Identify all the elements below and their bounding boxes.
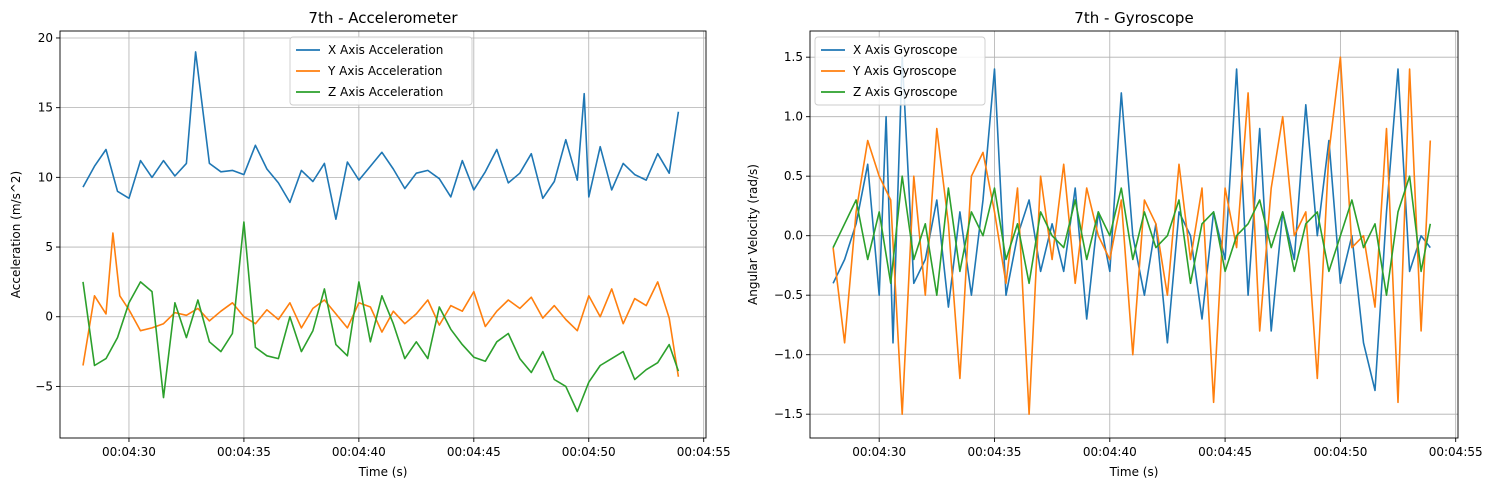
legend-label-3: Z Axis Gyroscope: [853, 85, 957, 99]
legend-label-2: Y Axis Acceleration: [327, 64, 442, 78]
plot-frame: [59, 30, 707, 439]
chart-panel-2: 00:04:30 00:04:35 00:04:40 00:04:45 00:04:50…: [746, 9, 1483, 479]
series-line-1: [82, 51, 680, 220]
x-tick-label: 00:04:55: [677, 445, 731, 459]
y-tick-label: 0.5: [784, 169, 803, 183]
y-tick-label: 0.0: [784, 229, 803, 243]
y-axis-label: Angular Velocity (rad/s): [746, 164, 760, 305]
x-tick-label: 00:04:50: [1313, 445, 1367, 459]
series-line-2: [832, 56, 1432, 416]
y-tick-label: 1.5: [784, 50, 803, 64]
y-tick-label: 5: [45, 240, 53, 254]
x-tick-label: 00:04:45: [1198, 445, 1252, 459]
y-tick-label: 15: [38, 101, 53, 115]
x-tick-label: 00:04:35: [968, 445, 1022, 459]
legend: X Axis Gyroscope Y Axis Gyroscope Z Axis G…: [814, 36, 986, 106]
x-tick-label: 00:04:55: [1429, 445, 1483, 459]
y-tick-label: 1.0: [784, 110, 803, 124]
x-tick-label: 00:04:40: [332, 445, 386, 459]
y-tick-label: −1.5: [774, 407, 803, 421]
legend-label-3: Z Axis Acceleration: [328, 85, 443, 99]
chart-panel-1: 00:04:30 00:04:35 00:04:40 00:04:45 00:04:50…: [9, 9, 731, 479]
y-tick-label: −1.0: [774, 348, 803, 362]
chart-title: 7th - Accelerometer: [308, 9, 458, 27]
x-tick-label: 00:04:30: [852, 445, 906, 459]
series-line-1: [832, 56, 1431, 392]
y-tick-label: −5: [35, 379, 53, 393]
series-line-3: [832, 175, 1432, 297]
x-axis-label: Time (s): [358, 465, 408, 479]
y-tick-label: 20: [38, 31, 53, 45]
x-tick-label: 00:04:35: [217, 445, 271, 459]
legend-box: [289, 36, 473, 106]
x-axis-label: Time (s): [1109, 465, 1159, 479]
series-line-3: [82, 221, 680, 413]
y-tick-label: 0: [45, 310, 53, 324]
y-tick-label: 10: [38, 170, 53, 184]
legend-label-1: X Axis Acceleration: [328, 43, 443, 57]
legend-box: [814, 36, 986, 106]
y-tick-label: −0.5: [774, 288, 803, 302]
chart-title: 7th - Gyroscope: [1074, 9, 1193, 27]
x-tick-label: 00:04:45: [447, 445, 501, 459]
x-tick-label: 00:04:40: [1083, 445, 1137, 459]
x-tick-label: 00:04:30: [102, 445, 156, 459]
x-tick-label: 00:04:50: [562, 445, 616, 459]
plot-frame: [809, 30, 1459, 439]
y-axis-label: Acceleration (m/s^2): [9, 171, 23, 298]
legend-label-1: X Axis Gyroscope: [853, 43, 957, 57]
legend-label-2: Y Axis Gyroscope: [852, 64, 956, 78]
legend: X Axis Acceleration Y Axis Acceleration Z …: [289, 36, 473, 106]
